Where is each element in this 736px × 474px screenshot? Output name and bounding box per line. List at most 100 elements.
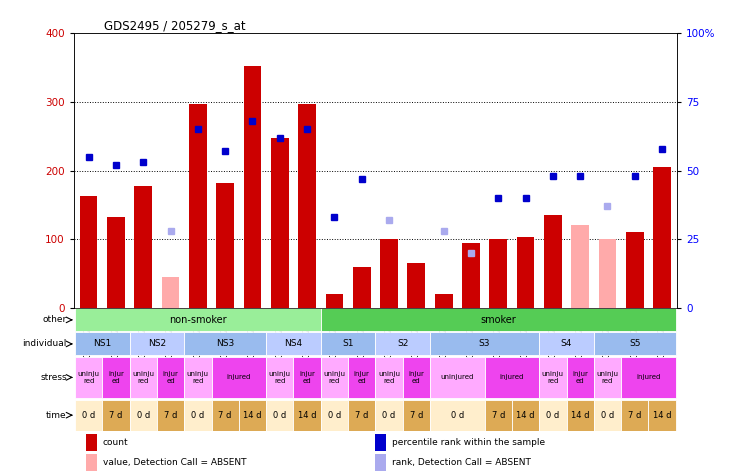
Bar — [375, 332, 430, 356]
Bar — [321, 332, 375, 356]
Text: uninju
red: uninju red — [596, 371, 618, 384]
Bar — [102, 357, 130, 398]
Text: value, Detection Call = ABSENT: value, Detection Call = ABSENT — [102, 458, 246, 467]
Bar — [107, 217, 125, 308]
Text: non-smoker: non-smoker — [169, 315, 227, 325]
Bar — [484, 357, 539, 398]
Bar — [244, 66, 261, 308]
Text: 7 d: 7 d — [355, 410, 369, 419]
Bar — [211, 357, 266, 398]
Text: 7 d: 7 d — [164, 410, 177, 419]
Text: 14 d: 14 d — [243, 410, 262, 419]
Bar — [325, 294, 343, 308]
Bar — [85, 434, 96, 451]
Bar — [430, 332, 539, 356]
Text: NS3: NS3 — [216, 339, 234, 348]
Bar — [408, 263, 425, 308]
Bar — [512, 400, 539, 431]
Text: S2: S2 — [397, 339, 408, 348]
Text: 7 d: 7 d — [109, 410, 123, 419]
Bar — [102, 400, 130, 431]
Text: injur
ed: injur ed — [299, 371, 315, 384]
Bar — [621, 357, 676, 398]
Bar — [375, 454, 386, 471]
Bar — [85, 454, 96, 471]
Text: 0 d: 0 d — [273, 410, 286, 419]
Text: NS1: NS1 — [93, 339, 111, 348]
Text: injur
ed: injur ed — [572, 371, 588, 384]
Bar — [567, 400, 594, 431]
Bar — [462, 243, 480, 308]
Text: 0 d: 0 d — [601, 410, 614, 419]
Text: uninjured: uninjured — [441, 374, 474, 381]
Text: uninju
red: uninju red — [132, 371, 155, 384]
Text: 7 d: 7 d — [410, 410, 423, 419]
Text: S3: S3 — [479, 339, 490, 348]
Bar — [130, 400, 157, 431]
Text: injur
ed: injur ed — [108, 371, 124, 384]
Bar — [430, 357, 484, 398]
Bar — [375, 434, 386, 451]
Bar — [75, 309, 321, 331]
Text: NS2: NS2 — [148, 339, 166, 348]
Text: injur
ed: injur ed — [163, 371, 179, 384]
Bar — [130, 357, 157, 398]
Bar — [75, 332, 130, 356]
Bar — [294, 400, 321, 431]
Text: rank, Detection Call = ABSENT: rank, Detection Call = ABSENT — [392, 458, 531, 467]
Bar — [484, 400, 512, 431]
Bar — [238, 400, 266, 431]
Text: 14 d: 14 d — [517, 410, 535, 419]
Text: injured: injured — [227, 374, 251, 381]
Bar — [298, 104, 316, 308]
Text: injured: injured — [636, 374, 661, 381]
Bar — [157, 357, 184, 398]
Bar — [594, 357, 621, 398]
Text: smoker: smoker — [481, 315, 516, 325]
Text: 14 d: 14 d — [571, 410, 590, 419]
Bar — [571, 226, 589, 308]
Bar — [648, 400, 676, 431]
Bar — [266, 332, 321, 356]
Text: uninju
red: uninju red — [323, 371, 345, 384]
Bar — [517, 237, 534, 308]
Bar — [598, 239, 616, 308]
Bar — [321, 400, 348, 431]
Bar — [184, 332, 266, 356]
Bar — [403, 357, 430, 398]
Bar — [626, 232, 644, 308]
Bar — [435, 294, 453, 308]
Bar — [184, 357, 211, 398]
Bar — [135, 186, 152, 308]
Bar — [130, 332, 184, 356]
Text: percentile rank within the sample: percentile rank within the sample — [392, 438, 545, 447]
Bar — [271, 138, 289, 308]
Bar — [321, 309, 676, 331]
Bar — [621, 400, 648, 431]
Text: time: time — [46, 410, 67, 419]
Bar — [79, 196, 97, 308]
Text: 0 d: 0 d — [383, 410, 396, 419]
Text: 0 d: 0 d — [82, 410, 95, 419]
Bar — [544, 215, 562, 308]
Bar — [489, 239, 507, 308]
Bar — [539, 357, 567, 398]
Text: uninju
red: uninju red — [542, 371, 564, 384]
Bar — [380, 239, 398, 308]
Text: individual: individual — [22, 339, 67, 348]
Bar — [567, 357, 594, 398]
Text: stress: stress — [40, 373, 67, 382]
Bar — [162, 277, 180, 308]
Bar — [211, 400, 238, 431]
Bar — [216, 183, 234, 308]
Text: injur
ed: injur ed — [408, 371, 424, 384]
Bar — [594, 332, 676, 356]
Text: injur
ed: injur ed — [354, 371, 369, 384]
Text: NS4: NS4 — [284, 339, 302, 348]
Text: 0 d: 0 d — [328, 410, 341, 419]
Text: 14 d: 14 d — [298, 410, 316, 419]
Bar — [539, 332, 594, 356]
Bar — [430, 400, 484, 431]
Bar — [594, 400, 621, 431]
Bar — [294, 357, 321, 398]
